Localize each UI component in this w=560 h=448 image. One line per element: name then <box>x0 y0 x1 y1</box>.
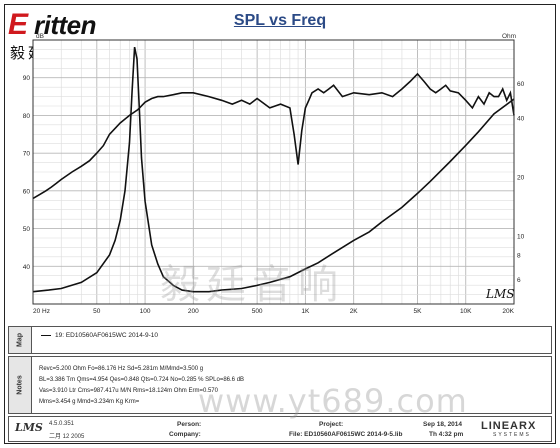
notes-line: Mms=3.454 g Mmd=3.234m Kg Krm= <box>39 399 140 405</box>
x-tick-label: 100 <box>140 308 151 315</box>
map-side-label: Map <box>9 327 32 353</box>
notes-line: BL=3.386 Tm Qms=4.954 Qes=0.848 Qts=0.72… <box>39 377 245 383</box>
footer-date: 二月 12 2005 <box>49 434 85 440</box>
footer-run-date: Sep 18, 2014 <box>423 421 463 428</box>
plot-border <box>32 39 515 305</box>
map-panel: Map 19: ED10560AF0615WC 2014-9-10 <box>8 326 552 354</box>
x-tick-label: 20 Hz <box>33 308 50 315</box>
x-tick-label: 2K <box>350 308 359 315</box>
spl-series-line <box>32 72 515 200</box>
y-left-tick-label: 90 <box>23 75 31 82</box>
x-tick-label: 5K <box>413 308 422 315</box>
y-right-unit-label: Ohm <box>502 33 516 40</box>
notes-side-label: Notes <box>9 357 32 413</box>
footer-file-label: File: ED10560AF0615WC 2014-9-5.lib <box>289 431 403 438</box>
linearx-brand: LINEARX <box>481 420 537 432</box>
watermark-url: www.yt689.com <box>198 382 468 420</box>
spl-impedance-chart: 20 Hz 50 100 200 500 1K 2K 5K 10K 20K 40 50 60 70 80 90… <box>23 33 525 315</box>
footer-run-time: Th 4:32 pm <box>429 431 464 438</box>
impedance-series-line <box>32 46 515 293</box>
y-left-tick-label: 40 <box>23 264 31 271</box>
y-right-tick-label: 40 <box>517 116 525 123</box>
x-tick-label: 50 <box>93 308 101 315</box>
logo-brand-text: ritten <box>34 10 97 40</box>
plot-lms-mark: LMS <box>486 287 515 301</box>
chart-title: SPL vs Freq <box>233 12 327 29</box>
logo-letter-e: E <box>8 8 29 41</box>
y-left-tick-label: 80 <box>23 113 31 120</box>
notes-line: Revc=5.200 Ohm Fo=86.176 Hz Sd=5.281m M/… <box>39 366 204 372</box>
footer-lms-logo: LMS <box>15 421 43 434</box>
map-entry-text: 19: ED10560AF0615WC 2014-9-10 <box>55 332 158 339</box>
x-tick-label: 1K <box>301 308 310 315</box>
y-right-tick-label: 60 <box>517 81 525 88</box>
y-left-tick-label: 60 <box>23 188 31 195</box>
tick-labels: 20 Hz 50 100 200 500 1K 2K 5K 10K 20K 40 50 60 70 80 90… <box>23 75 525 315</box>
x-tick-label: 200 <box>188 308 199 315</box>
watermark-chinese: 毅廷音响 <box>160 262 344 308</box>
footer-person-label: Person: <box>177 421 202 428</box>
y-right-tick-label: 6 <box>517 277 521 284</box>
footer-bar: LMS 4.5.0.351 二月 12 2005 Person: Company… <box>8 416 552 442</box>
y-right-tick-label: 20 <box>517 175 525 182</box>
y-right-tick-label: 8 <box>517 253 521 260</box>
footer-project-label: Project: <box>319 421 344 428</box>
x-tick-label: 10K <box>460 308 472 315</box>
footer-version: 4.5.0.351 <box>49 421 75 427</box>
linearx-brand-sub: SYSTEMS <box>493 432 531 438</box>
map-label-text: Map <box>16 333 24 347</box>
y-left-tick-label: 50 <box>23 226 31 233</box>
x-tick-label: 500 <box>252 308 263 315</box>
y-gridlines <box>33 39 514 305</box>
y-left-unit-label: dB <box>36 33 44 40</box>
y-left-tick-label: 70 <box>23 151 31 158</box>
footer-company-label: Company: <box>169 431 201 438</box>
map-legend-entry: 19: ED10560AF0615WC 2014-9-10 <box>41 332 158 339</box>
legend-line-swatch <box>41 334 51 336</box>
y-right-tick-label: 10 <box>517 234 525 241</box>
x-tick-label: 20K <box>502 308 514 315</box>
notes-line: Vas=3.910 Ltr Cms=987.417u M/N Rms=18.12… <box>39 388 218 394</box>
notes-label-text: Notes <box>16 375 24 395</box>
notes-panel: Notes Revc=5.200 Ohm Fo=86.176 Hz Sd=5.2… <box>8 356 552 414</box>
